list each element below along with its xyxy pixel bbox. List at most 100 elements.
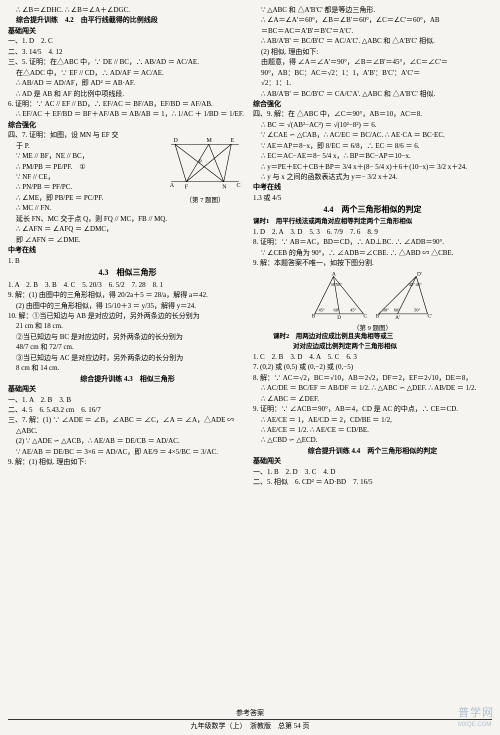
subsection-heading: 综合强化 <box>8 121 247 130</box>
text-line: 7. (0,2) 或 (0,5) 或 (0,−2) 或 (0,−5) <box>253 363 492 372</box>
svg-text:D': D' <box>417 272 422 278</box>
text-line: ∴ △CBD ∽ △ECD. <box>253 436 492 445</box>
text-line: ∴ AB/AD ＝ AD/AF，即 AD² ＝ AB·AF. <box>8 79 247 88</box>
svg-text:50°: 50° <box>414 307 421 312</box>
left-column: ∴ ∠B＝∠DHC. ∴ ∠B＝∠A＋∠DGC. 综合提升训练 4.2 由平行线… <box>8 6 247 489</box>
text-line: ∴ AE/CE ＝ 1/2. ∴ AE/CE ＝ CD/BE. <box>253 426 492 435</box>
svg-text:C': C' <box>427 313 432 319</box>
watermark-sub: MXQE.COM <box>458 721 494 729</box>
svg-text:A: A <box>170 183 175 189</box>
section-heading: 综合提升训练 4.3 相似三角形 <box>8 375 247 384</box>
text-line: ∴ y 与 x 之间的函数表达式为 y＝− 3/2 x＋24. <box>253 173 492 182</box>
svg-text:C: C <box>237 183 241 189</box>
svg-text:30°: 30° <box>382 307 389 312</box>
triangle-diagrams: A 30° 50° 45° 60° 45° B D C D' 45° 45° 3… <box>253 272 492 322</box>
text-line: 8 cm 和 14 cm. <box>8 364 247 373</box>
text-line: ∵ △ABC 和 △A'B'C' 都是等边三角形. <box>253 6 492 15</box>
text-line: 9. 解：(1) 相似. 理由如下: <box>8 458 247 467</box>
subtitle: 对对应边成比例判定两个三角形相似 <box>253 343 492 352</box>
svg-text:E: E <box>231 138 235 144</box>
text-line: 一、1. B 2. D 3. C 4. D <box>253 468 492 477</box>
subsection-heading: 基础闯关 <box>8 385 247 394</box>
text-line: ∵ ∠CAE ∽ △CAB，∴ AC/EC ＝ BC/AC. ∴ AE·CA ＝… <box>253 131 492 140</box>
text-line: 延长 FN、MC 交于点 Q，则 FQ // MC，FB // MQ. <box>8 215 247 224</box>
svg-text:B': B' <box>375 313 380 319</box>
subsection-heading: 综合强化 <box>253 100 492 109</box>
watermark: 普学网 MXQE.COM <box>458 706 494 729</box>
text-line: 四、9. 解：在 △ABC 中，∠C＝90°，AB＝10，AC＝8. <box>253 110 492 119</box>
subsection-heading: 中考在线 <box>253 183 492 192</box>
text-line: ＝BC＝AC＝A'B'＝B'C'＝A'C'. <box>253 27 492 36</box>
text-line: 由题意，得 ∠A＝∠A'＝90°，∠B＝∠B'＝45°，∠C＝∠C'＝ <box>253 58 492 67</box>
text-line: 1.3 或 4/5 <box>253 194 492 203</box>
text-line: ②当已知边与 BC 是对应边时，另外两条边的长分别为 <box>8 333 247 342</box>
svg-text:M: M <box>207 138 213 144</box>
text-line: ③当已知边与 AC 是对应边时，另外两条边的长分别为 <box>8 354 247 363</box>
svg-text:C: C <box>363 313 367 319</box>
svg-text:D: D <box>174 138 179 144</box>
page-footer: 参考答案 九年级数学（上） 浙教版 总第 54 页 <box>0 709 500 731</box>
text-line: 二、5. 相似 6. CD² ＝ AD·BD 7. 16/5 <box>253 478 492 487</box>
watermark-main: 普学网 <box>458 707 494 719</box>
text-line: △ABC. <box>8 427 247 436</box>
subtitle: 课时1 用平行线法或两角对应相等判定两个三角形相似 <box>253 218 492 227</box>
text-line: ∴ MC // FN. <box>8 204 247 213</box>
svg-text:A: A <box>332 272 336 278</box>
text-line: 一、1. A 2. B 3. B <box>8 396 247 405</box>
text-line: ∴ AC/DE ＝ BC/EF ＝ AB/DF ＝ 1/2. ∴ △ABC ∽ … <box>253 384 492 393</box>
text-line: ∵ AE/AB ＝ DE/BC ＝ 3×6 ＝ AD/AC，即 AE/9 ＝ 4… <box>8 448 247 457</box>
text-line: (2) 相似. 理由如下: <box>253 48 492 57</box>
footer-label: 参考答案 <box>0 709 500 718</box>
text-line: ∴ ∠A＝∠A'＝60°，∠B＝∠B'＝60°，∠C＝∠C'＝60°，AB <box>253 16 492 25</box>
text-line: 1. B <box>8 257 247 266</box>
text-line: 6. 证明：∵ AC // EF // BD，∴ EF/AC ＝ BF/AB，E… <box>8 100 247 109</box>
svg-text:N: N <box>222 185 227 191</box>
text-line: ∴ EC＝AC−AE＝8− 5/4 x，∴ BP＝BC−AP＝10−x. <box>253 152 492 161</box>
text-line: 二、4. 5 6. 5.43.2 cm 6. 16/7 <box>8 406 247 415</box>
svg-text:F: F <box>185 185 189 191</box>
text-line: 1. D 2. A 3. D 5. 3 6. 7/9 7. 6 8. 9 <box>253 228 492 237</box>
text-line: 8. 解：∵ AC＝√2，BC＝√10，AB＝2√2，DF＝2，EF＝2√10，… <box>253 374 492 383</box>
text-line: ∴ AE/CE ＝ 1，AE/CD ＝ 2，CD/BE ＝ 1/2, <box>253 416 492 425</box>
section-heading: 综合提升训练 4.2 由平行线截得的比例线段 <box>8 16 247 25</box>
svg-text:45°: 45° <box>415 282 422 287</box>
text-line: 三、7. 解：(1) ∵ ∠ADE ＝ ∠B，∠ABC ＝ ∠C，∠A ＝ ∠A… <box>8 416 247 425</box>
text-line: 8. 证明：∵ AB＝AC，BD＝CD，∴ AD⊥BC. ∴ ∠ADB＝90°. <box>253 238 492 247</box>
subsection-heading: 基础闯关 <box>8 27 247 36</box>
section-heading: 4.3 相似三角形 <box>8 268 247 279</box>
text-line: 21 cm 和 18 cm. <box>8 322 247 331</box>
text-line: 即 ∠AFN ＝ ∠DME. <box>8 236 247 245</box>
svg-text:A': A' <box>395 315 400 321</box>
text-line: ∴ y＝PE＋EC＋CB＋BP＝ 3/4 x＋(8− 5/4 x)＋6＋(10−… <box>253 163 492 172</box>
text-line: 9. 解：(1) 由图中的三角形相似，得 20/2a＋5 ＝ 28/a，解得 a… <box>8 291 247 300</box>
text-line: 1. C 2. B 3. D 4. A 5. C 6. 3 <box>253 353 492 362</box>
section-heading: 4.4 两个三角形相似的判定 <box>253 205 492 216</box>
text-line: ∵ AE＝AP＝8−x，即 8/EC ＝ 6/8，∴ EC ＝ 8/6 ＝ 6. <box>253 142 492 151</box>
text-line: ∴ AD 是 AB 和 AF 的比例中项线段. <box>8 90 247 99</box>
text-line: 三、5. 证明：在△ABC 中，∵ DE // BC，∴ AB/AD ＝ AC/… <box>8 58 247 67</box>
text-line: ∵ ∠CEB 的角为 90°，∴ ∠ADB＝∠CBE. ∴ △ABD ∽ △CB… <box>253 249 492 258</box>
svg-text:60°: 60° <box>333 307 340 312</box>
subsection-heading: 基础闯关 <box>253 457 492 466</box>
svg-text:45°: 45° <box>350 307 357 312</box>
page-container: ∴ ∠B＝∠DHC. ∴ ∠B＝∠A＋∠DGC. 综合提升训练 4.2 由平行线… <box>0 0 500 489</box>
text-line: ∴ ∠ABC ＝ ∠DEF. <box>253 395 492 404</box>
svg-text:60°: 60° <box>393 307 400 312</box>
svg-text:D: D <box>337 315 341 321</box>
text-line: 在△ADC 中，∵ EF // CD，∴ AD/AF ＝ AC/AE. <box>8 69 247 78</box>
text-line: ∴ AB/A'B' ＝ BC/B'C' ＝ CA/C'A'. △ABC 和 △A… <box>253 90 492 99</box>
subtitle: 课时2 用两边对应成比例且夹角相等或三 <box>253 333 492 342</box>
text-line: ∴ ∠B＝∠DHC. ∴ ∠B＝∠A＋∠DGC. <box>8 6 247 15</box>
subsection-heading: 中考在线 <box>8 246 247 255</box>
text-line: (2) 由图中的三角形相似，得 15/10＋3 ＝ y/35，解得 y＝24. <box>8 302 247 311</box>
text-line: 48/7 cm 和 72/7 cm. <box>8 343 247 352</box>
text-line: ∴ BC ＝ √(AB²−AC²) ＝ √(10²−8²) ＝ 6. <box>253 121 492 130</box>
geometry-diagram-q7: D M E P A F N C （第 7 题图） <box>165 133 245 193</box>
text-line: ∴ EF/AC ＋ EF/BD ＝ BF＋AF/AB ＝ AB/AB ＝ 1，∴… <box>8 110 247 119</box>
svg-text:45°: 45° <box>408 282 415 287</box>
svg-text:45°: 45° <box>318 307 325 312</box>
text-line: ∴ AB/A'B' ＝ BC/B'C' ＝ AC/A'C'. △ABC 和 △A… <box>253 37 492 46</box>
text-line: 10. 解：①当已知边与 AB 是对应边时，另外两条边的长分别为 <box>8 312 247 321</box>
section-heading: 综合提升训练 4.4 两个三角形相似的判定 <box>253 447 492 456</box>
right-column: ∵ △ABC 和 △A'B'C' 都是等边三角形. ∴ ∠A＝∠A'＝60°，∠… <box>253 6 492 489</box>
